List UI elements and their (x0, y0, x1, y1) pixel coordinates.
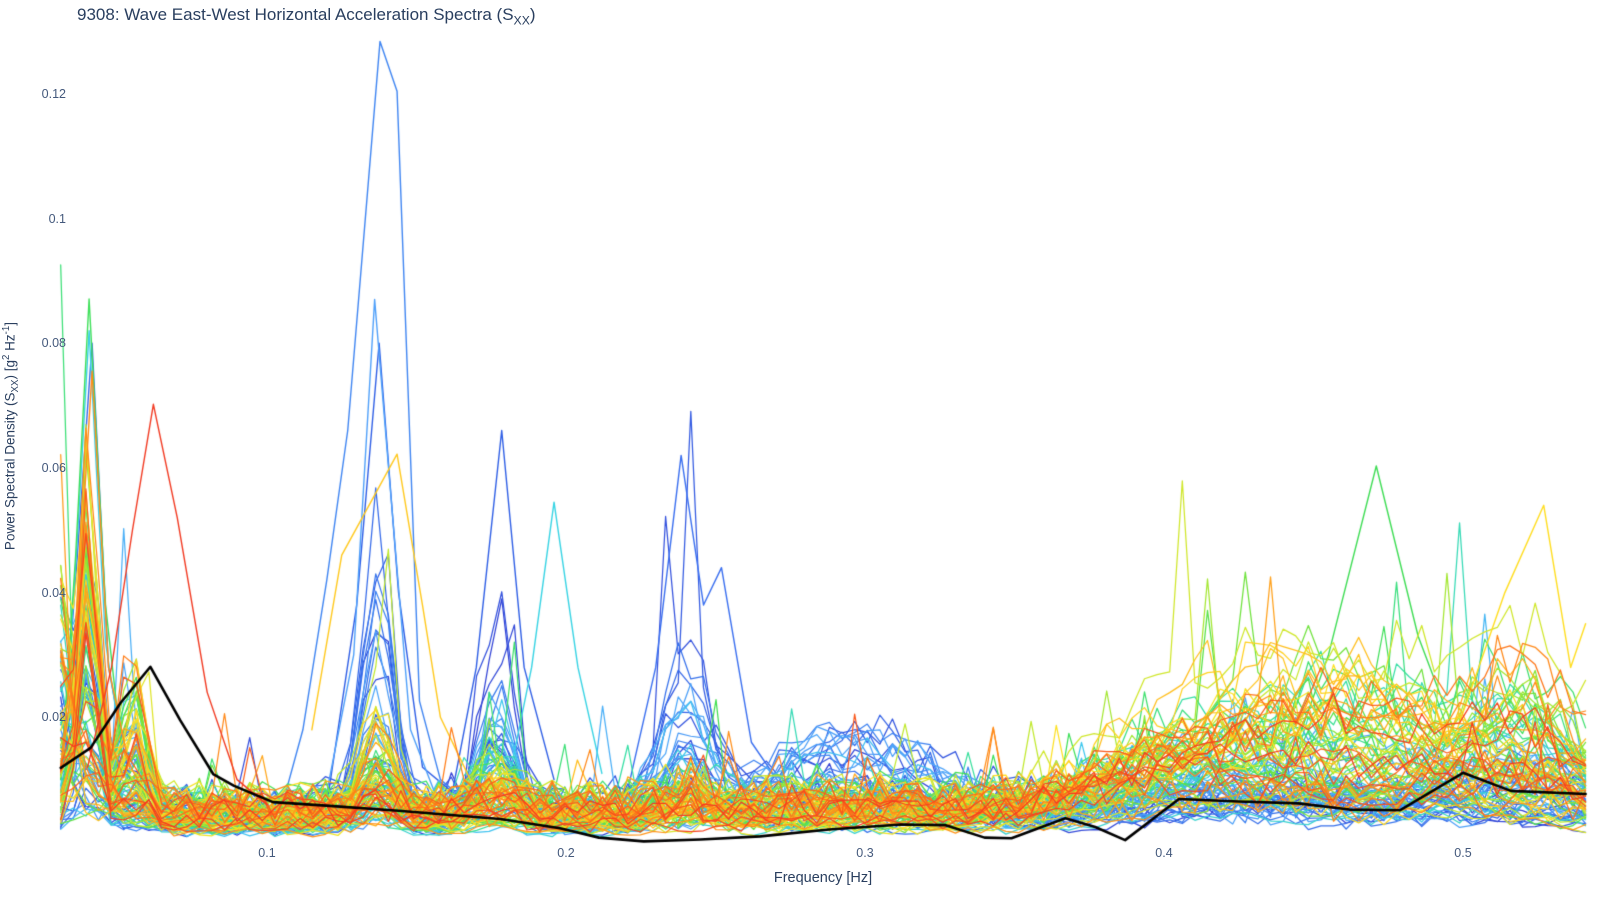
y-axis-title-part: Power Spectral Density (S (2, 392, 18, 551)
y-tick-label: 0.04 (41, 585, 66, 600)
y-axis-title-part: Hz (2, 334, 18, 355)
y-axis-title-part: 2 (0, 354, 12, 361)
y-tick-label: 0.12 (41, 86, 66, 101)
y-axis-title-part: -1 (0, 325, 12, 335)
chart-title-text: 9308: Wave East-West Horizontal Accelera… (77, 5, 514, 24)
x-tick-label: 0.4 (1155, 846, 1173, 860)
x-tick-label: 0.3 (856, 846, 874, 860)
y-tick-label: 0.1 (48, 211, 66, 226)
y-axis-title-part: ) [g (2, 360, 18, 380)
x-tick-label: 0.2 (557, 846, 575, 860)
chart-title-subscript: XX (513, 13, 530, 28)
x-axis-title: Frequency [Hz] (773, 870, 873, 886)
y-axis-title: Power Spectral Density (SXX) [g2 Hz-1] (1, 322, 21, 550)
y-axis-title-part: XX (10, 379, 22, 393)
chart-title-suffix: ) (529, 5, 536, 24)
chart-title: 9308: Wave East-West Horizontal Accelera… (77, 5, 536, 27)
x-tick-label: 0.5 (1454, 846, 1472, 860)
x-tick-label: 0.1 (258, 846, 276, 860)
y-axis-title-part: ] (2, 321, 18, 326)
y-tick-label: 0.08 (41, 336, 66, 351)
y-tick-label: 0.02 (41, 710, 66, 725)
y-tick-label: 0.06 (41, 460, 66, 475)
